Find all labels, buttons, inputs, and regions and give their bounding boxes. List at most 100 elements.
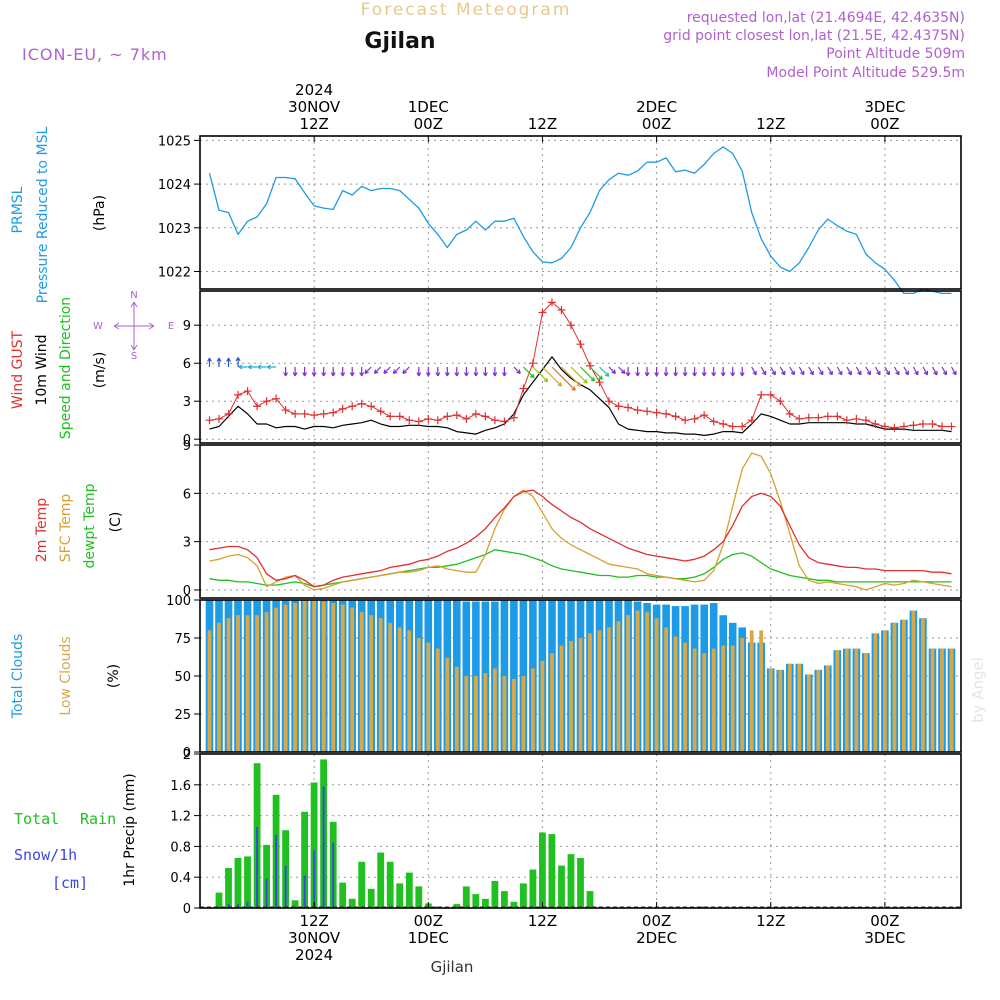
gust-marker bbox=[405, 416, 414, 425]
rain-bar bbox=[310, 782, 318, 908]
gust-marker bbox=[566, 321, 575, 330]
low-cloud-bar bbox=[578, 638, 583, 752]
total-cloud-bar bbox=[510, 600, 518, 752]
gust-marker bbox=[215, 414, 224, 423]
time-label-top: 1DEC bbox=[408, 98, 449, 116]
dewpt-line bbox=[209, 549, 952, 588]
ms-label: (m/s) bbox=[92, 352, 108, 389]
time-label-top: 00Z bbox=[870, 115, 899, 133]
rain-bar bbox=[377, 852, 385, 908]
time-label-top: 12Z bbox=[299, 115, 328, 133]
wind-arrow bbox=[950, 366, 957, 376]
snow-bar bbox=[227, 904, 230, 908]
wind-arrow bbox=[635, 367, 641, 377]
time-label-top: 2DEC bbox=[636, 98, 677, 116]
low-cloud-bar bbox=[930, 648, 935, 752]
pressure-msl-label: Pressure Reduced to MSL bbox=[35, 126, 51, 303]
wind-arrow bbox=[827, 366, 833, 376]
panel-border bbox=[199, 599, 962, 753]
low-cloud-bar bbox=[778, 669, 783, 752]
low-cloud-bar bbox=[540, 660, 545, 752]
gust-marker bbox=[624, 403, 633, 412]
gust-marker bbox=[481, 412, 490, 421]
wind-arrow bbox=[283, 367, 289, 377]
watermark: by Angel bbox=[969, 657, 987, 723]
low-cloud-bar bbox=[274, 607, 278, 752]
wind-arrow bbox=[416, 367, 422, 377]
gust-marker bbox=[547, 298, 556, 307]
gust-marker bbox=[538, 308, 547, 317]
time-label-top: 12Z bbox=[756, 115, 785, 133]
wind-arrow bbox=[454, 367, 460, 377]
gust-marker bbox=[861, 416, 870, 425]
wind-arrow bbox=[340, 367, 346, 377]
gust-marker bbox=[605, 397, 614, 406]
footer-location: Gjilan bbox=[431, 958, 474, 976]
gust-marker bbox=[310, 411, 319, 420]
time-label-top: 2024 bbox=[295, 81, 333, 99]
gust-marker bbox=[509, 413, 518, 422]
gust-marker bbox=[281, 406, 290, 415]
rain-bar bbox=[453, 904, 461, 908]
wind-arrow bbox=[751, 366, 757, 376]
gust-marker bbox=[899, 422, 908, 431]
panels: 102210231024102503690369025507510000.40.… bbox=[158, 134, 962, 917]
low-cloud-bar bbox=[426, 642, 431, 752]
wind-arrow bbox=[608, 366, 616, 374]
snow-bar bbox=[265, 878, 268, 908]
pressure-ytick-label: 1023 bbox=[158, 222, 191, 237]
low-cloud-bar bbox=[749, 630, 754, 752]
low-cloud-bar bbox=[806, 674, 811, 752]
wind-arrow bbox=[207, 357, 212, 367]
wind-arrow bbox=[513, 366, 521, 374]
gust-line bbox=[209, 301, 952, 429]
wind-arrow bbox=[501, 367, 507, 377]
gust-marker bbox=[890, 423, 899, 432]
low-cloud-bar bbox=[416, 638, 421, 752]
low-cloud-bar bbox=[854, 648, 859, 752]
rain-bar bbox=[405, 872, 413, 908]
gust-marker bbox=[367, 402, 376, 411]
low-cloud-bar bbox=[369, 615, 374, 752]
pressure-ytick-label: 1022 bbox=[158, 266, 191, 281]
wind-arrow bbox=[463, 367, 469, 377]
time-label-bottom: 00Z bbox=[642, 912, 671, 930]
time-label-bottom: 00Z bbox=[414, 912, 443, 930]
low-cloud-bar bbox=[683, 642, 687, 752]
rain-label: Rain bbox=[80, 810, 116, 828]
rain-bar bbox=[415, 886, 423, 908]
low-cloud-bar bbox=[559, 645, 564, 752]
rain-bar bbox=[367, 888, 375, 909]
precipitation-ytick-label: 1.6 bbox=[170, 779, 191, 794]
compass-s: S bbox=[131, 351, 137, 362]
wind-arrow bbox=[402, 366, 410, 374]
low-cloud-bar bbox=[283, 604, 288, 752]
low-cloud-bar bbox=[864, 653, 868, 752]
gust-marker bbox=[652, 408, 661, 417]
clouds-ytick-label: 100 bbox=[166, 594, 191, 609]
gust-marker bbox=[395, 412, 404, 421]
time-label-bottom: 30NOV bbox=[288, 929, 341, 947]
rain-bar bbox=[291, 900, 299, 908]
temperature-ytick-label: 6 bbox=[183, 487, 191, 502]
low-cloud-bar bbox=[226, 618, 231, 752]
wind-arrow bbox=[482, 367, 488, 377]
rain-bar bbox=[234, 858, 242, 908]
snow-bar bbox=[237, 904, 239, 908]
precipitation-ytick-label: 1.2 bbox=[170, 810, 191, 825]
wind-arrow bbox=[542, 366, 563, 387]
gust-marker bbox=[700, 411, 709, 420]
gust-marker bbox=[386, 412, 395, 421]
wind10-line bbox=[209, 356, 952, 436]
low-cloud-bar bbox=[740, 638, 745, 752]
rain-bar bbox=[358, 861, 366, 908]
time-label-bottom: 1DEC bbox=[408, 929, 449, 947]
gust-marker bbox=[205, 416, 214, 425]
low-cloud-bar bbox=[844, 648, 849, 752]
time-label-bottom: 2DEC bbox=[636, 929, 677, 947]
low-cloud-bar bbox=[921, 618, 925, 752]
low-cloud-bar bbox=[597, 630, 602, 752]
low-cloud-bar bbox=[635, 610, 640, 752]
rain-bar bbox=[301, 811, 308, 909]
compass-w: W bbox=[93, 321, 103, 332]
